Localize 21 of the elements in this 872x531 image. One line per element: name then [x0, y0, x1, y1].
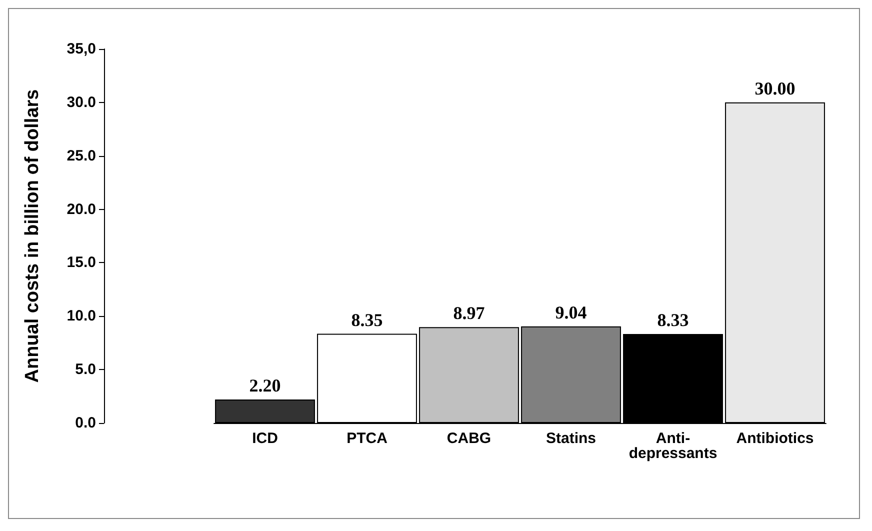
data-label: 8.33 [657, 310, 689, 330]
x-tick-label: ICD [252, 430, 278, 447]
y-tick-label: 15.0 [66, 254, 96, 272]
y-tick-label: 30.0 [66, 94, 96, 111]
y-tick-label: 25.0 [66, 147, 96, 164]
data-label: 2.20 [249, 375, 281, 396]
x-tick-label: CABG [446, 430, 492, 447]
y-axis-title: Annual costs in billion of dollars [22, 89, 43, 383]
x-tick-label: Antibiotics [736, 430, 814, 447]
y-tick-label: 20.0 [66, 200, 96, 218]
data-label: 8.35 [351, 310, 383, 330]
x-tick-label: Anti- depressants [628, 430, 718, 462]
y-tick-label: 0.0 [75, 414, 96, 432]
y-tick-label: 10.0 [66, 308, 96, 325]
x-tick-label: Statins [546, 430, 596, 447]
x-tick-label: PTCA [346, 430, 388, 447]
data-label: 9.04 [555, 302, 587, 322]
y-tick-label: 5.0 [75, 361, 96, 378]
data-label: 8.97 [453, 303, 485, 324]
y-tick-label: 35,0 [66, 40, 96, 58]
data-label: 30.00 [754, 78, 796, 98]
